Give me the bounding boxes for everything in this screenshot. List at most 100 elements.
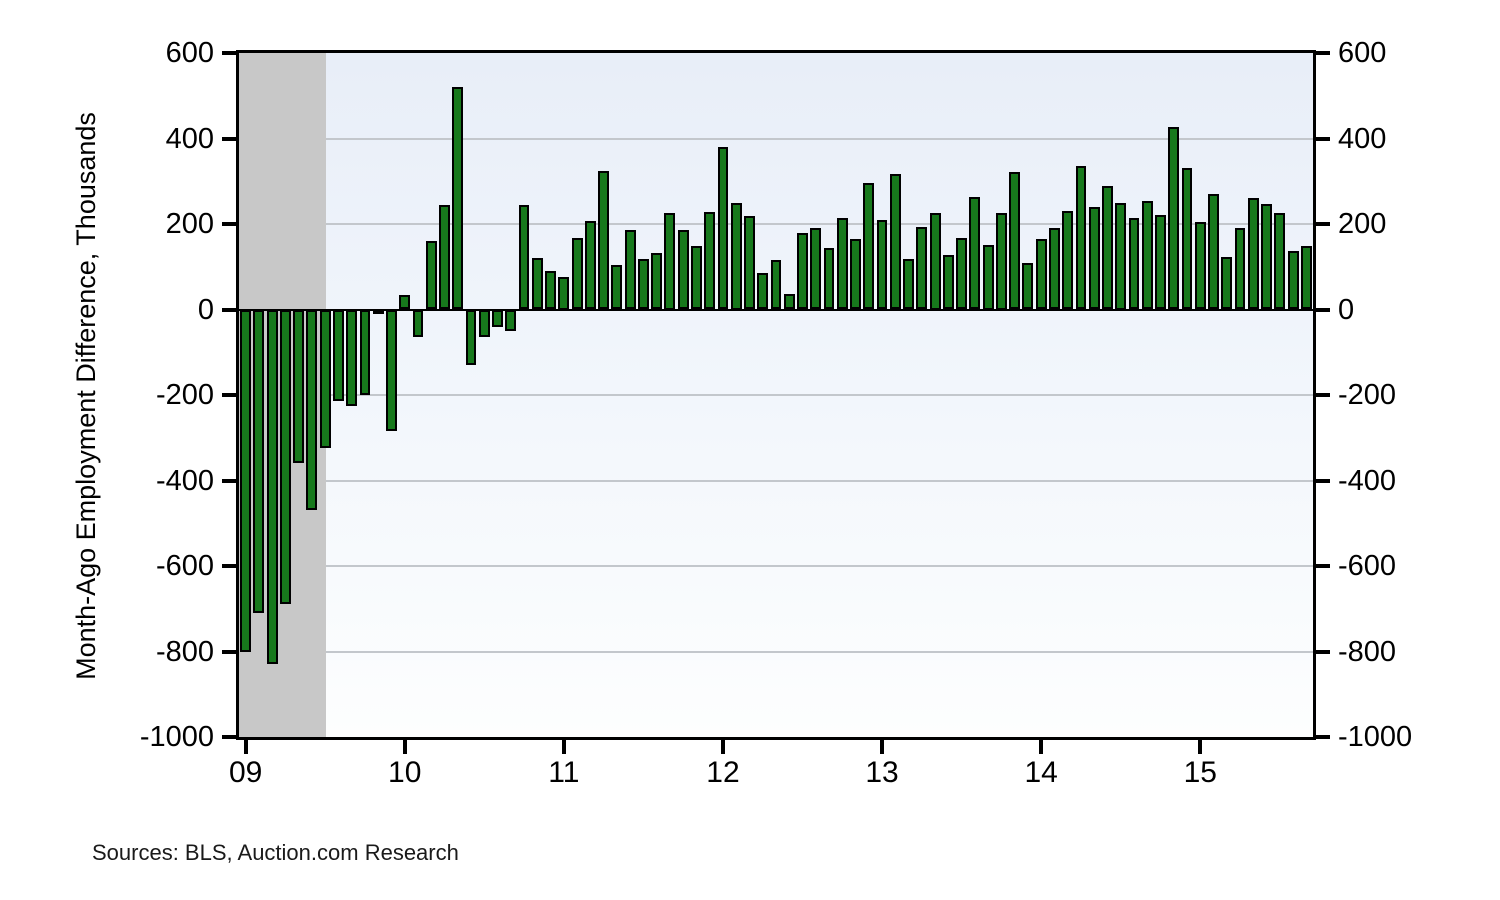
y-tick-right: [1316, 51, 1330, 55]
y-tick-right: [1316, 735, 1330, 739]
bar: [704, 211, 716, 310]
x-tick-label: 09: [228, 756, 263, 789]
bar: [1221, 257, 1233, 310]
bar: [1274, 212, 1286, 310]
y-tick-label-right: -600: [1338, 550, 1397, 582]
y-tick-label-right: -800: [1338, 635, 1397, 668]
bar: [717, 146, 729, 310]
y-tick-label-right: 600: [1338, 37, 1387, 69]
y-axis-title: Month-Ago Employment Difference, Thousan…: [71, 112, 101, 680]
y-tick-label-left: -1000: [139, 721, 214, 753]
bar: [1009, 171, 1021, 310]
y-tick-left: [222, 649, 236, 654]
gridline-400: [239, 137, 1313, 140]
bar: [995, 213, 1007, 310]
bar: [452, 87, 464, 310]
bar: [757, 272, 769, 310]
bar: [279, 309, 291, 605]
bar: [425, 241, 437, 310]
bar: [293, 309, 305, 464]
bar: [1287, 251, 1299, 310]
bar: [916, 227, 928, 310]
bar: [770, 260, 782, 310]
bar: [545, 271, 556, 310]
y-tick-label-left: -800: [155, 635, 214, 668]
y-tick-right: [1316, 222, 1330, 226]
bar: [1261, 204, 1272, 310]
y-tick-right: [1316, 478, 1330, 483]
bar: [253, 309, 265, 614]
bar: [956, 237, 968, 310]
bar: [1141, 201, 1153, 310]
bar: [637, 259, 649, 310]
y-tick-label-right: -200: [1338, 379, 1397, 411]
y-tick-right: [1316, 136, 1330, 141]
bar: [346, 309, 358, 406]
zero-axis-line: [239, 308, 1313, 311]
y-tick-label-left: 600: [165, 37, 214, 69]
bar: [465, 309, 477, 366]
bar: [664, 213, 676, 310]
bar: [333, 309, 344, 402]
bar: [518, 204, 530, 310]
bar: [810, 227, 822, 310]
bar: [412, 309, 424, 338]
y-tick-left: [222, 51, 236, 55]
bar: [1088, 207, 1100, 310]
y-tick-left: [222, 393, 236, 397]
y-tick-left: [222, 222, 236, 226]
bar: [1155, 215, 1166, 310]
bar: [1247, 198, 1259, 310]
bar: [478, 309, 490, 338]
x-tick-label: 12: [706, 756, 740, 789]
y-tick-label-left: -200: [155, 379, 214, 411]
sources-note: Sources: BLS, Auction.com Research: [92, 840, 459, 865]
bar: [823, 248, 835, 310]
bar: [240, 309, 252, 652]
bar: [531, 258, 543, 310]
y-tick-label-left: 400: [165, 122, 214, 155]
x-tick: [243, 740, 248, 754]
bar: [969, 197, 981, 310]
bar: [797, 233, 808, 310]
bar: [1062, 211, 1074, 310]
y-tick-label-right: -1000: [1338, 721, 1413, 753]
x-tick: [880, 740, 885, 754]
y-tick-label-right: 400: [1338, 122, 1387, 155]
x-tick: [402, 740, 407, 754]
y-tick-left: [222, 478, 236, 483]
bar: [863, 182, 875, 310]
bar: [1194, 221, 1206, 310]
gridline-200: [239, 223, 1313, 225]
bar: [783, 293, 795, 310]
bars-layer: [239, 53, 1313, 737]
gridline--600: [239, 565, 1313, 567]
bar: [505, 309, 517, 331]
gridline--800: [239, 650, 1313, 653]
y-tick-left: [222, 735, 236, 739]
bar: [492, 309, 503, 327]
bar: [651, 253, 663, 310]
y-tick-label-left: -600: [155, 550, 214, 582]
bar: [386, 309, 397, 432]
x-tick-label: 13: [865, 756, 899, 789]
bar: [730, 202, 742, 310]
y-tick-label-left: -400: [155, 464, 214, 497]
bar: [399, 294, 411, 310]
bar: [1075, 166, 1087, 310]
bar: [929, 213, 941, 310]
bar: [1035, 238, 1047, 310]
bar: [982, 245, 994, 310]
bar: [942, 255, 954, 310]
x-tick: [1198, 740, 1203, 754]
bar: [677, 230, 689, 310]
bar: [1102, 185, 1113, 310]
bar: [1128, 218, 1140, 310]
x-tick-label: 14: [1024, 756, 1058, 789]
bar: [571, 238, 583, 310]
bar: [744, 216, 755, 310]
bar: [903, 259, 914, 310]
plot-area: [236, 50, 1316, 740]
x-tick: [1039, 740, 1044, 754]
